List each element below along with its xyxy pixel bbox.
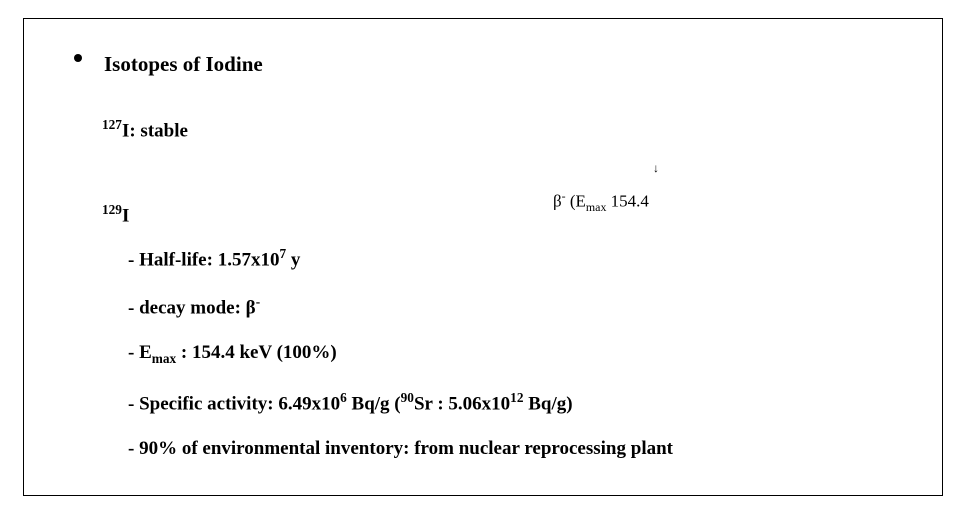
val: 154. — [611, 192, 641, 211]
label: decay mode: — [139, 297, 246, 318]
emax-sub: max — [152, 351, 176, 366]
slide-card: Isotopes of Iodine 127I: stable 129I - H… — [23, 18, 943, 496]
isotope-129: 129I — [102, 202, 129, 227]
sr: Sr : — [414, 393, 448, 414]
isotope-127: 127I: stable — [102, 117, 188, 142]
label: Half-life: — [139, 249, 218, 270]
beta: β — [246, 297, 256, 318]
item-specific-activity: - Specific activity: 6.49x106 Bq/g (90Sr… — [128, 390, 573, 415]
value-post: y — [286, 249, 300, 270]
s2: 12 — [510, 390, 523, 405]
mid: Bq/g ( — [347, 393, 401, 414]
emax-value: : 154.4 keV (100%) — [176, 342, 337, 363]
slide-title: Isotopes of Iodine — [104, 52, 263, 77]
dash: - — [128, 342, 139, 363]
float-annotation: β- (Emax 154.4 — [553, 189, 649, 215]
v1: 6.49x10 — [278, 393, 340, 414]
v2: 5.06x10 — [448, 393, 510, 414]
arrow-down-icon: ↓ — [653, 161, 659, 176]
item-environmental: - 90% of environmental inventory: from n… — [128, 438, 673, 460]
dash: - — [128, 438, 139, 459]
mass-number: 127 — [102, 117, 122, 132]
value-pre: 1.57x10 — [218, 249, 280, 270]
isotope-label: : stable — [129, 120, 188, 141]
e: E — [139, 342, 152, 363]
trail: 4 — [640, 192, 649, 211]
open: (E — [566, 192, 586, 211]
item-emax: - Emax : 154.4 keV (100%) — [128, 342, 337, 367]
item-half-life: - Half-life: 1.57x107 y — [128, 246, 300, 271]
end: Bq/g) — [523, 393, 572, 414]
s1: 6 — [340, 390, 347, 405]
item-decay-mode: - decay mode: β- — [128, 294, 260, 319]
text: 90% of environmental inventory: from nuc… — [139, 438, 673, 459]
dash: - — [128, 297, 139, 318]
bullet-icon — [74, 54, 82, 62]
beta-minus: - — [256, 294, 260, 309]
mass-number: 129 — [102, 202, 122, 217]
beta: β — [553, 192, 562, 211]
dash: - — [128, 393, 139, 414]
dash: - — [128, 249, 139, 270]
emax-sub: max — [586, 200, 606, 214]
sr-sup: 90 — [401, 390, 414, 405]
element-symbol: I — [122, 205, 129, 226]
label: Specific activity: — [139, 393, 278, 414]
